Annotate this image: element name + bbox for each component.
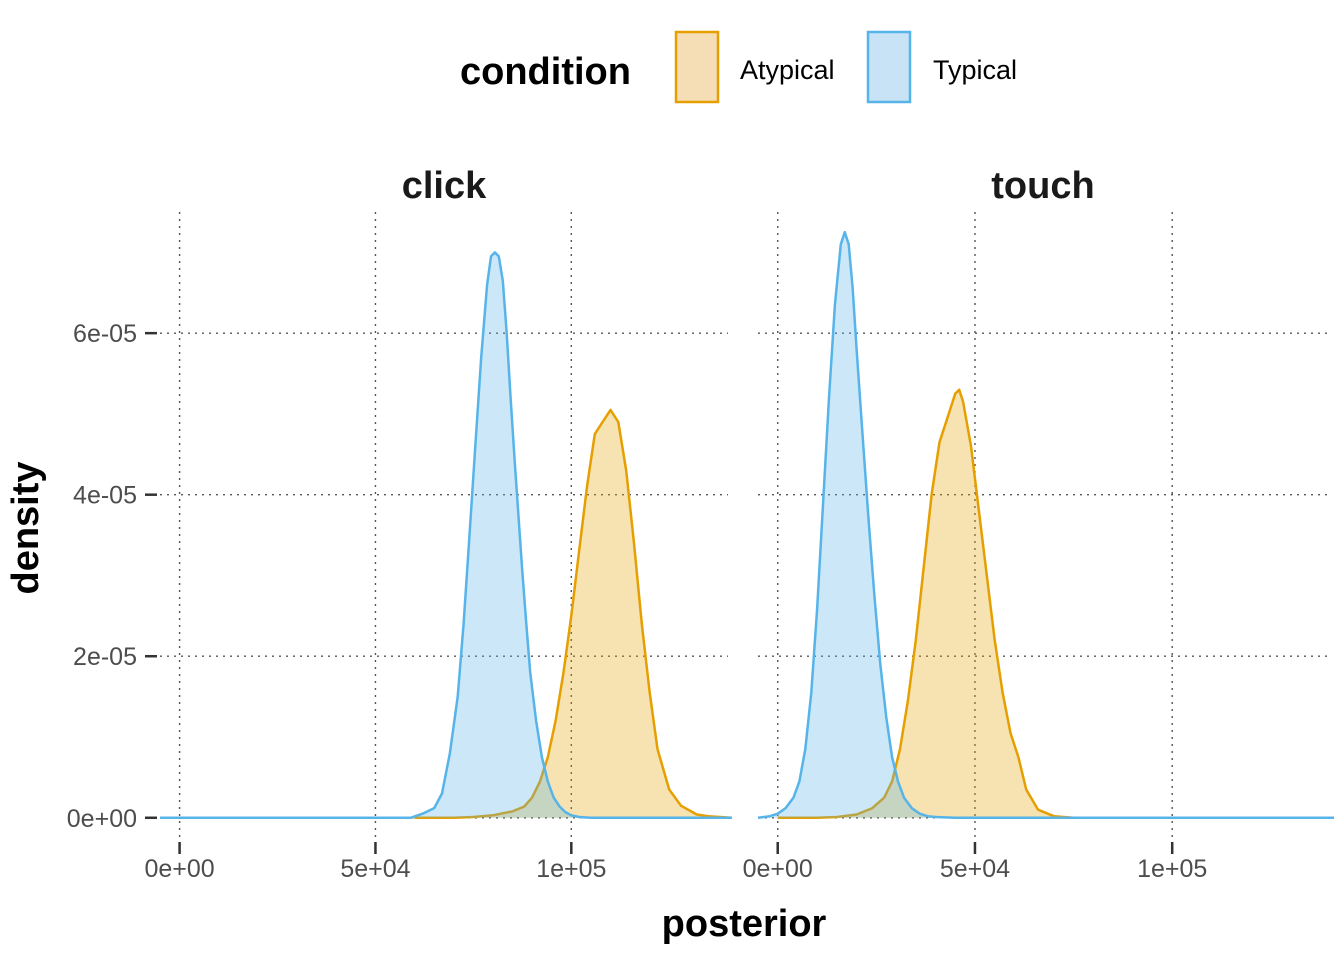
x-tick-label-click-1: 5e+04 xyxy=(340,855,410,883)
density-area-touch-atypical xyxy=(777,389,1334,818)
legend-key-atypical xyxy=(674,30,720,104)
x-tick-label-click-2: 1e+05 xyxy=(536,855,606,883)
density-line-click-typical xyxy=(160,251,732,820)
y-tick-label-0: 0e+00 xyxy=(67,805,137,833)
panel-click xyxy=(160,212,732,842)
y-tick-label-2: 4e-05 xyxy=(73,482,137,510)
x-axis-title: posterior xyxy=(662,903,827,945)
x-tick-label-click-0: 0e+00 xyxy=(144,855,214,883)
y-tick-label-3: 6e-05 xyxy=(73,320,137,348)
legend: condition Atypical Typical xyxy=(460,30,1017,104)
y-axis-title: density xyxy=(5,461,47,594)
panel-title-click: click xyxy=(402,165,487,207)
x-tick-label-touch-2: 1e+05 xyxy=(1137,855,1207,883)
x-axis-touch: 0e+00 5e+04 1e+05 xyxy=(743,842,1207,883)
panel-touch xyxy=(757,212,1334,842)
density-line-touch-atypical xyxy=(777,388,1334,820)
x-tick-label-touch-1: 5e+04 xyxy=(940,855,1010,883)
y-axis: 0e+00 2e-05 4e-05 6e-05 xyxy=(67,320,157,833)
panel-title-touch: touch xyxy=(991,165,1094,207)
density-area-touch-typical xyxy=(758,232,1334,818)
legend-label-atypical: Atypical xyxy=(740,55,835,85)
x-axis-click: 0e+00 5e+04 1e+05 xyxy=(144,842,606,883)
legend-key-typical xyxy=(866,30,912,104)
density-line-click-atypical xyxy=(414,408,732,820)
density-line-touch-typical xyxy=(757,230,1334,820)
y-tick-label-1: 2e-05 xyxy=(73,643,137,671)
legend-label-typical: Typical xyxy=(933,55,1017,85)
x-tick-label-touch-0: 0e+00 xyxy=(743,855,813,883)
legend-title: condition xyxy=(460,51,631,93)
